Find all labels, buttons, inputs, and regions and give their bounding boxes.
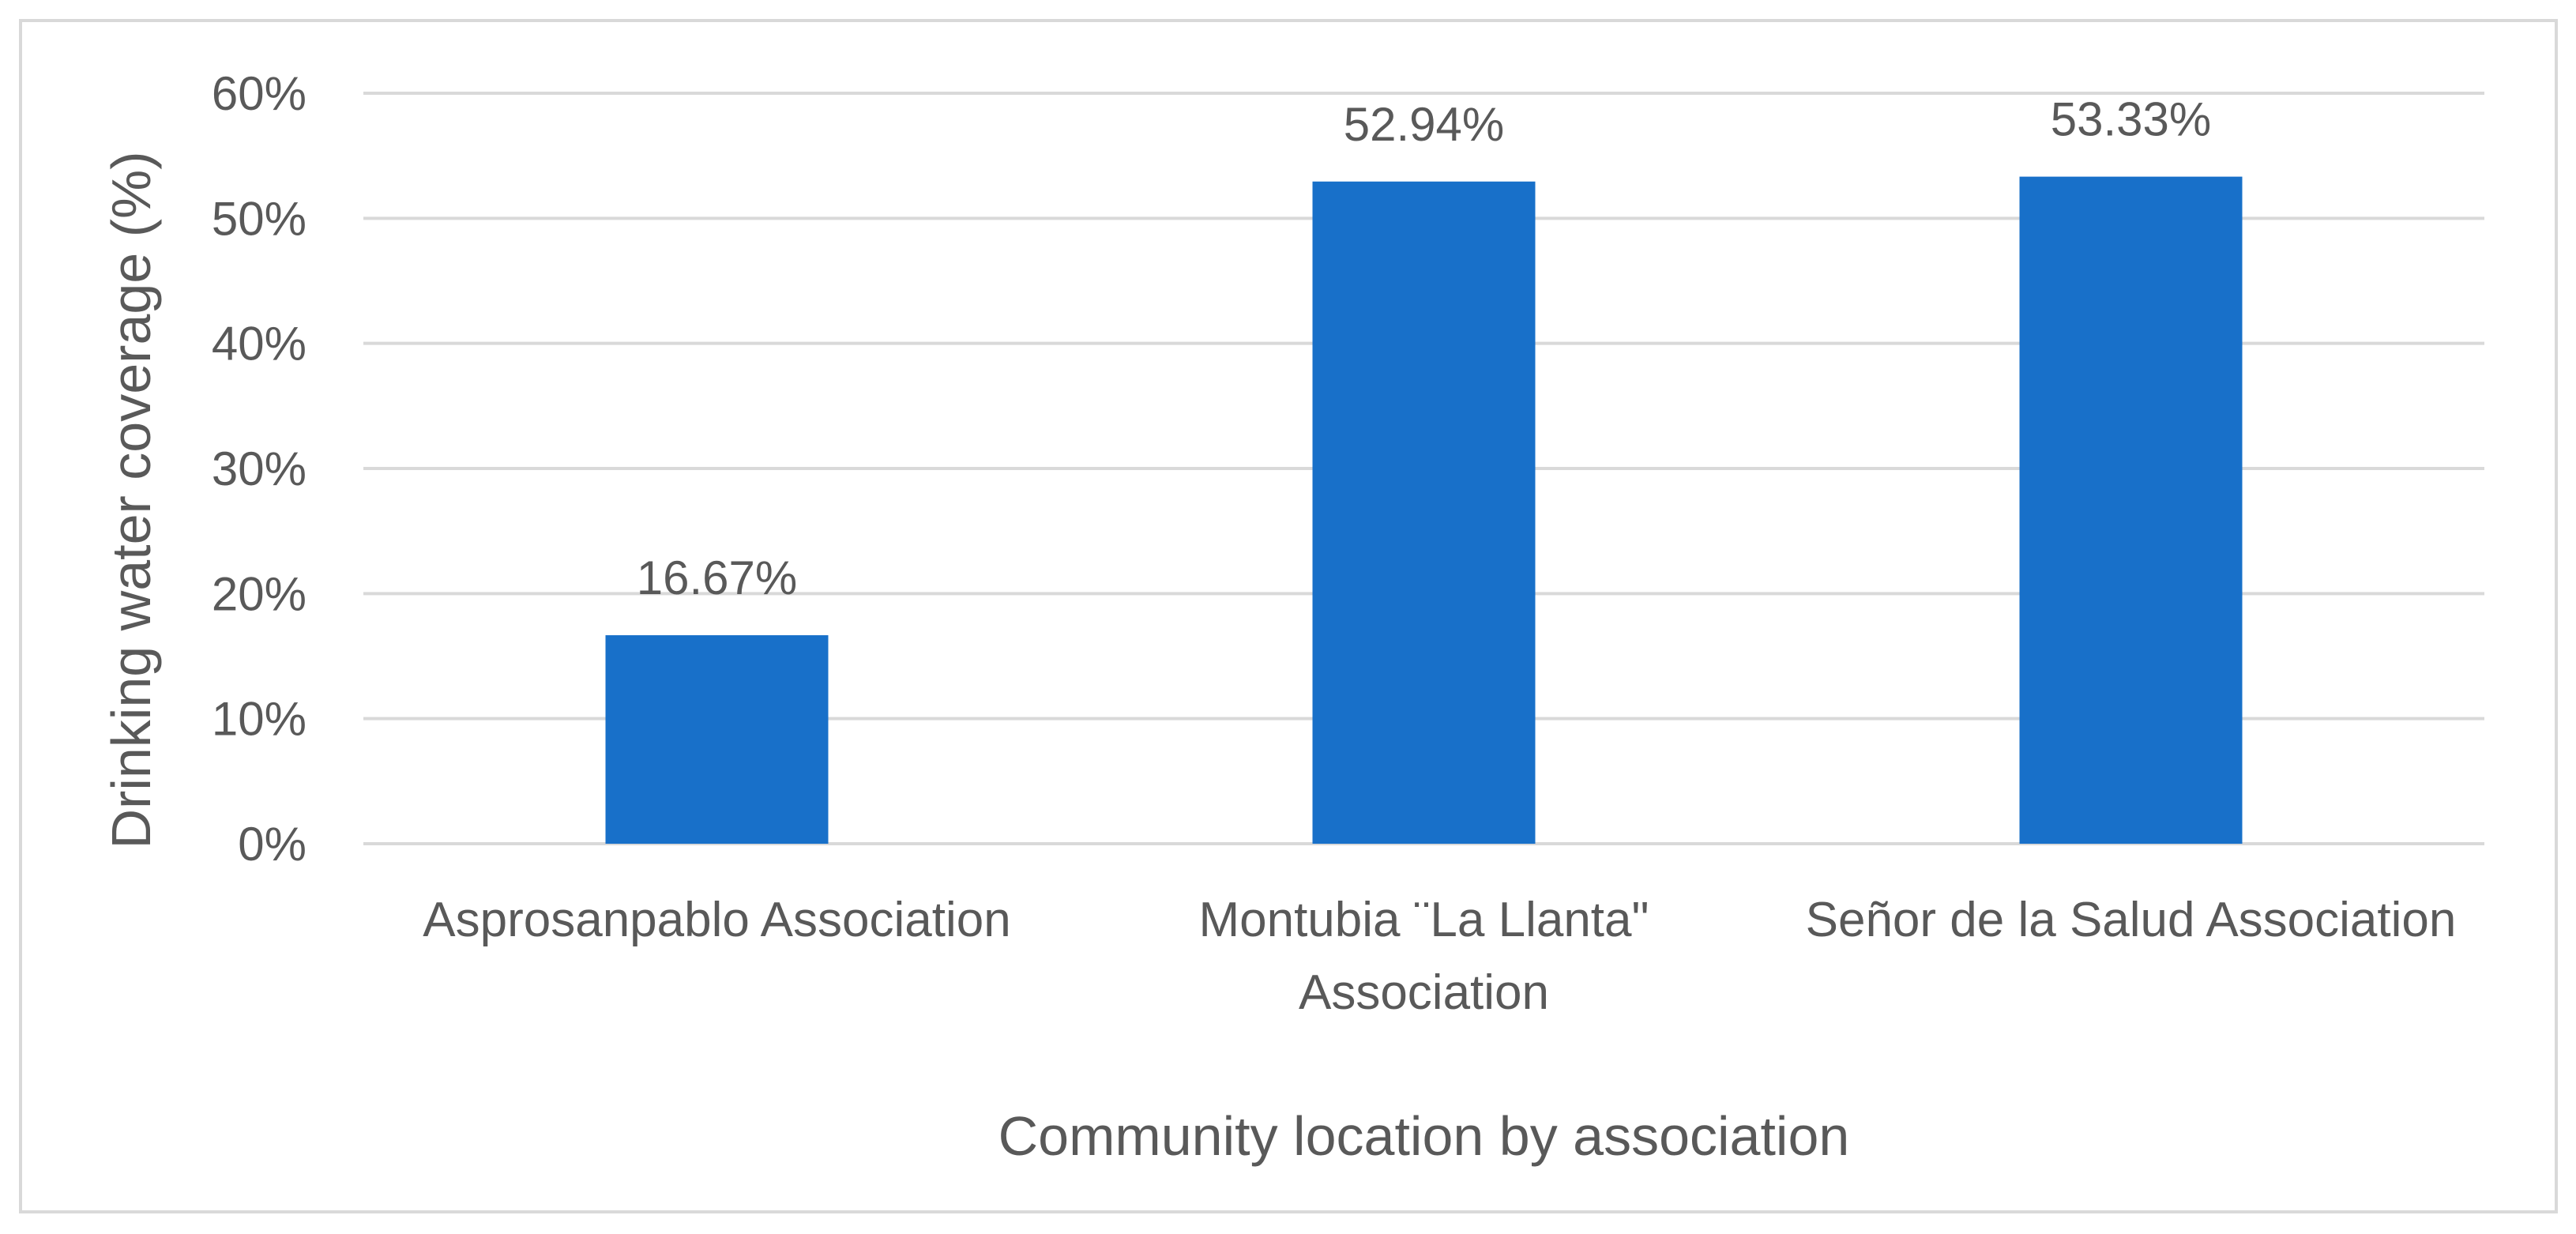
bar [1312, 181, 1536, 845]
y-tick-label: 50% [212, 192, 306, 245]
data-label: 52.94% [1344, 98, 1505, 151]
category-label: Montubia ¨La Llanta" [1198, 893, 1649, 947]
bars [605, 176, 2243, 845]
y-axis-ticks: 0% 10% 20% 30% 40% 50% 60% [212, 67, 306, 871]
y-tick-label: 30% [212, 442, 306, 495]
category-label: Asprosanpablo Association [423, 893, 1010, 947]
y-tick-label: 60% [212, 67, 306, 120]
x-axis-title: Community location by association [998, 1105, 1850, 1167]
y-axis-title: Drinking water coverage (%) [100, 151, 162, 848]
y-tick-label: 10% [212, 693, 306, 746]
bar [605, 635, 829, 844]
category-label: Association [1299, 965, 1549, 1020]
y-tick-label: 0% [238, 818, 306, 871]
category-label: Señor de la Salud Association [1806, 893, 2457, 947]
y-tick-label: 40% [212, 318, 306, 371]
y-tick-label: 20% [212, 567, 306, 620]
data-label: 53.33% [2051, 93, 2212, 146]
x-axis-categories: Asprosanpablo Association Montubia ¨La Ll… [423, 893, 2456, 1020]
data-label: 16.67% [637, 551, 798, 604]
bar [2019, 176, 2243, 844]
data-labels: 16.67% 52.94% 53.33% [637, 93, 2212, 604]
